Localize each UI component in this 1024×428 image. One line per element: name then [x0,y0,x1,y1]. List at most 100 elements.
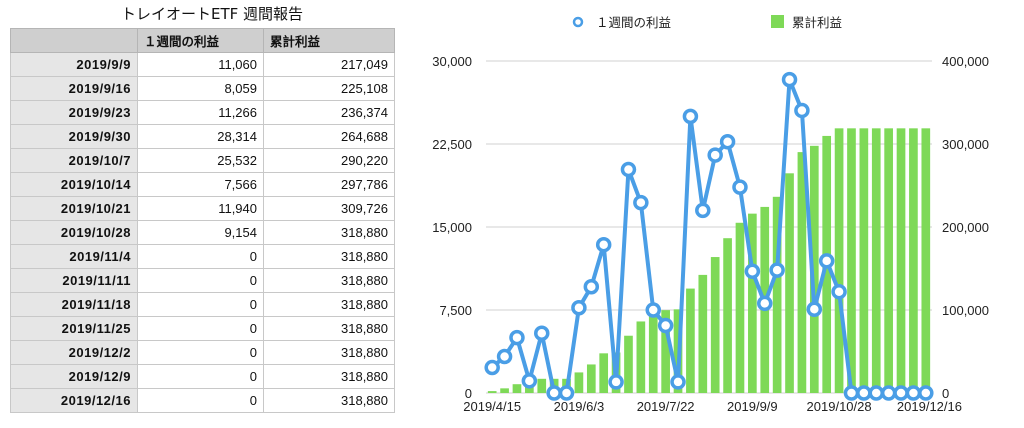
table-row: 2019/10/28 9,154 318,880 [10,220,395,245]
row-cumulative-profit: 225,108 [263,76,395,101]
legend-bar-swatch [771,15,784,28]
cumulative-bar [896,128,906,394]
weekly-profit-point [484,359,500,376]
cumulative-bar [834,128,844,394]
row-cumulative-profit: 318,880 [263,292,395,317]
cumulative-bar [921,128,931,394]
weekly-profit-point [818,253,835,269]
row-weekly-profit: 0 [137,268,264,293]
weekly-profit-point [918,385,934,401]
weekly-profit-point [719,134,736,150]
table-body: 2019/9/9 11,060 217,049 2019/9/16 8,059 225,1… [10,52,395,413]
y-left-tick-label: 22,500 [432,137,472,152]
table-row: 2019/11/18 0 318,880 [10,292,395,317]
row-weekly-profit: 11,266 [137,100,264,125]
weekly-profit-point [794,102,810,119]
weekly-profit-point [521,373,538,389]
row-cumulative-profit: 318,880 [263,244,395,269]
cumulative-bar [624,335,633,393]
cumulative-bar [785,173,794,393]
row-weekly-profit: 0 [137,340,264,365]
cumulative-bar [574,372,584,393]
cumulative-bar [772,196,782,393]
cumulative-bar [686,288,695,393]
weekly-profit-point [806,301,823,318]
x-tick-label: 2019/7/22 [637,399,695,414]
x-tick-label: 2019/4/15 [463,399,521,414]
cumulative-bar [512,384,522,393]
profit-chart: 0 7,500 15,000 22,500 30,000 0 100,000 200,000 3… [432,15,989,414]
y-left-tick-label: 15,000 [432,220,472,235]
weekly-profit-point [831,283,847,300]
cumulative-bar [586,364,596,393]
row-cumulative-profit: 309,726 [263,196,395,221]
weekly-profit-point [843,385,860,401]
weekly-profit-point [496,348,513,365]
row-weekly-profit: 28,314 [137,124,264,149]
x-tick-label: 2019/9/9 [727,399,778,414]
weekly-profit-point [534,325,550,341]
cumulative-bar [809,145,819,393]
row-cumulative-profit: 318,880 [263,316,395,341]
weekly-profit-point [905,385,922,401]
weekly-profit-point [695,202,711,219]
header-cumulative-profit: 累計利益 [263,28,395,53]
row-date: 2019/9/16 [10,76,138,101]
weekly-profit-point [893,385,909,401]
table-row: 2019/11/25 0 318,880 [10,316,395,341]
row-date: 2019/9/9 [10,52,138,77]
weekly-profit-point [620,161,637,178]
cumulative-bar [537,378,547,393]
row-date: 2019/11/11 [10,268,138,293]
row-weekly-profit: 11,060 [137,52,264,77]
y-right-tick-label: 0 [942,386,949,401]
cumulative-bar [661,310,670,393]
row-date: 2019/12/16 [10,388,138,413]
table-row: 2019/9/23 11,266 236,374 [10,100,395,125]
weekly-profit-point [546,385,562,401]
table-row: 2019/10/21 11,940 309,726 [10,196,395,221]
weekly-profit-point [868,385,884,401]
row-date: 2019/10/14 [10,172,138,197]
row-weekly-profit: 0 [137,388,264,413]
table-header-row: １週間の利益 累計利益 [10,28,395,53]
row-date: 2019/12/2 [10,340,138,365]
x-tick-label: 2019/6/3 [554,399,605,414]
row-weekly-profit: 0 [137,316,264,341]
cumulative-bar [599,353,609,393]
y-right-tick-label: 300,000 [942,137,989,152]
table-row: 2019/9/16 8,059 225,108 [10,76,395,101]
row-cumulative-profit: 236,374 [263,100,395,125]
cumulative-bar [859,128,869,394]
header-weekly-profit: １週間の利益 [137,28,264,53]
cumulative-bar [847,128,856,394]
table-row: 2019/12/9 0 318,880 [10,364,395,389]
table-row: 2019/11/11 0 318,880 [10,268,395,293]
weekly-profit-point [608,374,624,390]
weekly-profit-point [595,236,612,253]
weekly-profit-point [781,71,798,88]
cumulative-bar [909,128,918,394]
row-weekly-profit: 7,566 [137,172,264,197]
row-cumulative-profit: 290,220 [263,148,395,173]
cumulative-bar [884,128,893,394]
cumulative-bar [723,238,732,393]
table-row: 2019/10/7 25,532 290,220 [10,148,395,173]
row-date: 2019/10/7 [10,148,138,173]
table-row: 2019/12/2 0 318,880 [10,340,395,365]
row-cumulative-profit: 217,049 [263,52,395,77]
y-right-tick-label: 200,000 [942,220,989,235]
row-weekly-profit: 0 [137,292,264,317]
weekly-profit-point [732,179,748,195]
table-row: 2019/12/16 0 318,880 [10,388,395,413]
header-date [10,28,138,53]
row-cumulative-profit: 318,880 [263,268,395,293]
legend-label-weekly: １週間の利益 [596,15,671,30]
row-date: 2019/12/9 [10,364,138,389]
row-cumulative-profit: 318,880 [263,340,395,365]
weekly-profit-point [682,108,699,125]
weekly-report-table-panel: トレイオートETF 週間報告 １週間の利益 累計利益 2019/9/9 11,06… [10,0,395,413]
y-left-tick-label: 7,500 [439,303,472,318]
cumulative-bar [698,274,708,393]
weekly-profit-point [509,329,525,346]
